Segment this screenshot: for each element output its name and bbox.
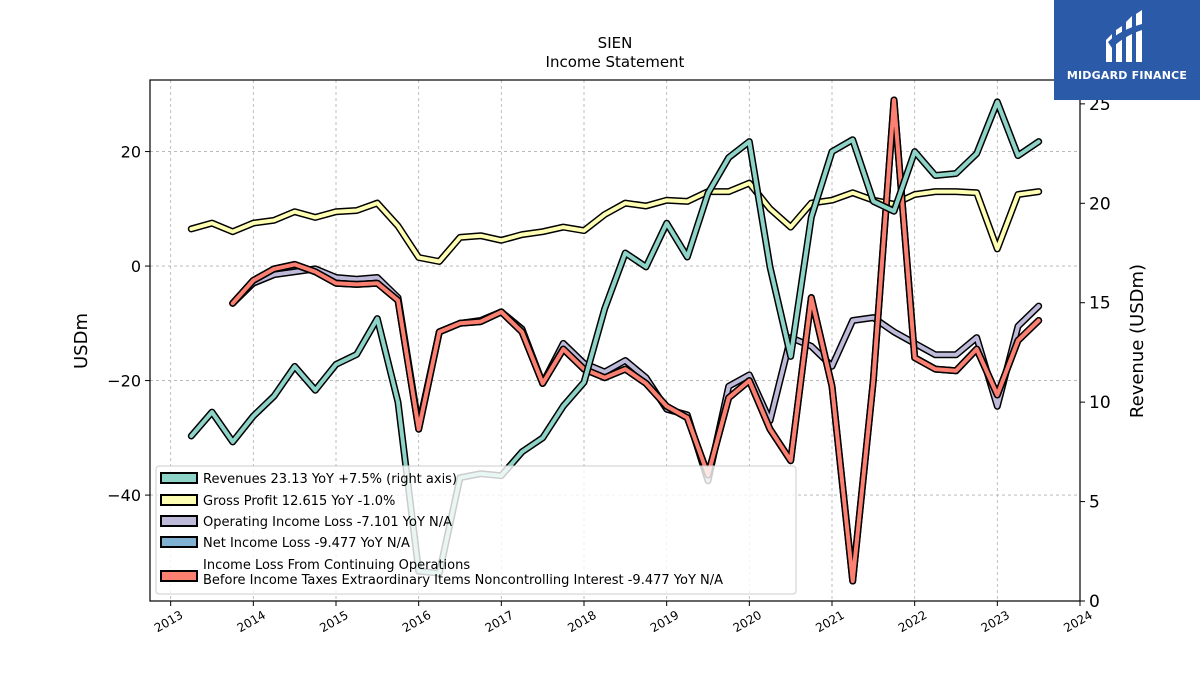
- x-tick-label: 2019: [648, 608, 681, 635]
- brand-logo: MIDGARD FINANCE: [1054, 0, 1200, 100]
- legend-box: [155, 465, 797, 595]
- x-tick-label: 2013: [152, 608, 185, 635]
- series-line: [189, 99, 1041, 576]
- series-line: [189, 181, 1041, 264]
- y-tick-label-right: 5: [1089, 493, 1100, 513]
- series-income-loss-from-continuing-operations-b: [229, 96, 1043, 585]
- x-tick-label: 2015: [317, 608, 350, 635]
- x-tick-label: 2021: [813, 608, 846, 635]
- legend-swatch: [160, 515, 198, 527]
- legend-label: Income Loss From Continuing Operations Be…: [203, 558, 723, 588]
- legend: Revenues 23.13 YoY +7.5% (right axis) Gro…: [155, 465, 797, 595]
- x-tick-label: 2014: [235, 608, 268, 635]
- y-tick-label-left: 20: [121, 143, 141, 162]
- legend-swatch: [160, 536, 198, 548]
- y-tick-label-right: 10: [1089, 393, 1111, 413]
- series-gross-profit: [187, 179, 1043, 265]
- x-tick-label: 2018: [565, 608, 598, 635]
- legend-label: Revenues 23.13 YoY +7.5% (right axis): [203, 472, 457, 487]
- x-tick-label: 2022: [896, 608, 929, 635]
- x-tick-label: 2020: [731, 608, 764, 635]
- y-tick-label-right: 20: [1089, 194, 1111, 214]
- chart-subtitle: Income Statement: [546, 53, 685, 71]
- legend-label: Gross Profit 12.615 YoY -1.0%: [203, 494, 395, 509]
- brand-logo-text: MIDGARD FINANCE: [1066, 69, 1188, 82]
- legend-label: Net Income Loss -9.477 YoY N/A: [203, 536, 410, 551]
- y-axis-label-right: Revenue (USDm): [1127, 264, 1148, 418]
- legend-swatch: [160, 494, 198, 506]
- y-tick-label-left: −40: [107, 486, 141, 505]
- chart-title: SIEN: [598, 34, 633, 52]
- series-line: [230, 266, 1041, 483]
- plot-frame: [149, 79, 1081, 602]
- x-tick-label: 2017: [483, 608, 516, 635]
- y-tick-label-left: −20: [107, 372, 141, 391]
- series-operating-income-loss: [229, 265, 1043, 485]
- y-axis-label-left: USDm: [71, 313, 92, 369]
- legend-swatch: [160, 570, 198, 582]
- x-tick-label: 2016: [400, 608, 433, 635]
- series-lines: [187, 96, 1043, 585]
- y-tick-label-left: 0: [131, 257, 141, 276]
- series-revenues: [187, 98, 1043, 577]
- legend-label: Operating Income Loss -7.101 YoY N/A: [203, 515, 452, 530]
- x-tick-label: 2023: [979, 608, 1012, 635]
- brand-logo-mark-icon: [1106, 10, 1142, 62]
- legend-swatch: [160, 472, 198, 484]
- series-line: [230, 98, 1041, 583]
- y-tick-label-right: 0: [1089, 592, 1100, 612]
- y-tick-label-right: 15: [1089, 294, 1111, 314]
